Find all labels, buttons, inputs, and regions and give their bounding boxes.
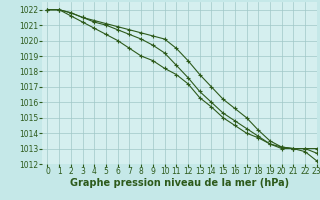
X-axis label: Graphe pression niveau de la mer (hPa): Graphe pression niveau de la mer (hPa) (70, 178, 289, 188)
